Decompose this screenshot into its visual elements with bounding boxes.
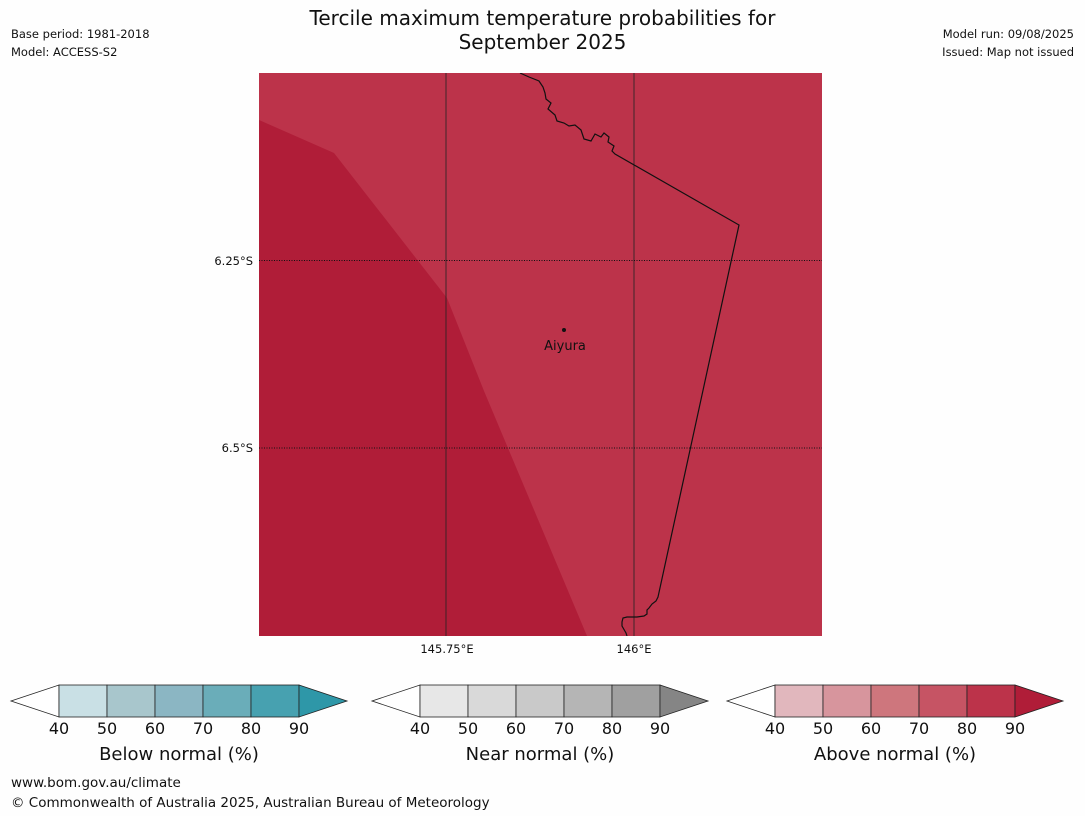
lat-label-6-25: 6.25°S xyxy=(214,254,253,268)
colorbar-segment xyxy=(918,684,968,718)
colorbar-segment xyxy=(870,684,920,718)
model-run-date: Model run: 09/08/2025 xyxy=(942,27,1074,41)
colorbar-tick-label: 60 xyxy=(860,719,882,738)
colorbar-low-extend xyxy=(370,684,421,718)
colorbar-tick-label: 50 xyxy=(96,719,118,738)
colorbar-title: Below normal (%) xyxy=(99,744,259,765)
legend-near-normal xyxy=(370,684,710,718)
colorbar-segment xyxy=(774,684,824,718)
colorbar-tick-label: 50 xyxy=(812,719,834,738)
colorbar-tick-label: 60 xyxy=(144,719,166,738)
province-boundary xyxy=(519,73,740,636)
colorbar-segment xyxy=(58,684,108,718)
colorbar-low-extend xyxy=(725,684,776,718)
lon-label-146: 146°E xyxy=(616,642,652,656)
legend-above-normal xyxy=(725,684,1065,718)
run-info: Model run: 09/08/2025 Issued: Map not is… xyxy=(942,25,1074,61)
colorbar-segment xyxy=(966,684,1016,718)
colorbar-tick-label: 70 xyxy=(908,719,930,738)
footer-url: www.bom.gov.au/climate xyxy=(11,775,181,791)
colorbar-segment xyxy=(467,684,517,718)
lon-label-145-75: 145.75°E xyxy=(420,642,474,656)
map-title-line1: Tercile maximum temperature probabilitie… xyxy=(309,6,776,30)
colorbar-tick-label: 60 xyxy=(505,719,527,738)
colorbar-tick-label: 90 xyxy=(649,719,671,738)
base-period: Base period: 1981-2018 xyxy=(11,27,150,41)
colorbar-tick-label: 70 xyxy=(553,719,575,738)
model-info: Base period: 1981-2018 Model: ACCESS-S2 xyxy=(11,25,150,61)
colorbar-segment xyxy=(106,684,156,718)
map-title-line2: September 2025 xyxy=(458,30,627,54)
colorbar-title: Above normal (%) xyxy=(813,744,977,765)
footer-copyright: © Commonwealth of Australia 2025, Austra… xyxy=(11,795,490,811)
legend-below-normal xyxy=(9,684,349,718)
probability-map: Aiyura xyxy=(259,73,822,636)
issue-status: Issued: Map not issued xyxy=(942,45,1074,59)
colorbar-high-extend xyxy=(1014,684,1065,718)
colorbar-segment xyxy=(154,684,204,718)
colorbar-segment xyxy=(250,684,300,718)
colorbar-tick-label: 40 xyxy=(48,719,70,738)
colorbar-segment xyxy=(202,684,252,718)
colorbar-segment xyxy=(563,684,613,718)
colorbar-segment xyxy=(822,684,872,718)
colorbar-tick-label: 40 xyxy=(409,719,431,738)
model-name: Model: ACCESS-S2 xyxy=(11,45,118,59)
colorbar-low-extend xyxy=(9,684,60,718)
colorbar-segment xyxy=(515,684,565,718)
lat-label-6-5: 6.5°S xyxy=(221,441,253,455)
aiyura-marker xyxy=(562,328,566,332)
colorbar-tick-label: 90 xyxy=(1004,719,1026,738)
colorbar-tick-label: 40 xyxy=(764,719,786,738)
colorbar-segment xyxy=(419,684,469,718)
colorbar-high-extend xyxy=(659,684,710,718)
colorbar-tick-label: 70 xyxy=(192,719,214,738)
colorbar-high-extend xyxy=(298,684,349,718)
place-label: Aiyura xyxy=(544,339,586,354)
colorbar-title: Near normal (%) xyxy=(465,744,615,765)
colorbar-tick-label: 80 xyxy=(240,719,262,738)
colorbar-tick-label: 90 xyxy=(288,719,310,738)
colorbar-segment xyxy=(611,684,661,718)
colorbar-tick-label: 80 xyxy=(956,719,978,738)
region-above-90 xyxy=(259,120,587,636)
colorbar-tick-label: 50 xyxy=(457,719,479,738)
colorbar-tick-label: 80 xyxy=(601,719,623,738)
map-title: Tercile maximum temperature probabilitie… xyxy=(0,6,1085,54)
